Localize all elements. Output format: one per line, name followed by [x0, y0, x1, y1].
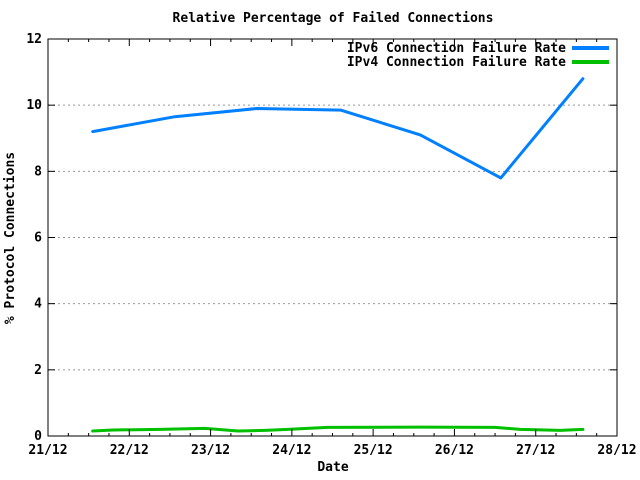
y-tick-label: 12: [26, 32, 42, 47]
x-tick-label: 25/12: [354, 443, 393, 458]
x-tick-label: 27/12: [516, 443, 555, 458]
chart-title: Relative Percentage of Failed Connection…: [173, 11, 494, 26]
x-tick-label: 26/12: [435, 443, 474, 458]
y-tick-label: 10: [26, 98, 42, 113]
y-tick-label: 4: [34, 297, 42, 312]
legend: IPv6 Connection Failure Rate IPv4 Connec…: [347, 41, 609, 70]
gridlines: [48, 104, 617, 371]
series-lines: [91, 77, 585, 433]
y-tick-label: 8: [34, 164, 42, 179]
y-tick-label: 6: [34, 231, 42, 246]
series-line-ipv4: [91, 425, 585, 433]
series-line-ipv6: [91, 77, 585, 180]
x-axis-label: Date: [317, 460, 348, 475]
x-tick-label: 21/12: [28, 443, 67, 458]
x-tick-label: 28/12: [597, 443, 636, 458]
y-tick-label: 0: [34, 429, 42, 444]
axis-ticks: [47, 38, 618, 437]
y-tick-label: 2: [34, 363, 42, 378]
x-tick-label: 22/12: [110, 443, 149, 458]
y-axis-label: % Protocol Connections: [3, 152, 18, 324]
x-tick-labels: 21/12 22/12 23/12 24/12 25/12 26/12 27/12 28/12: [28, 443, 636, 458]
y-tick-labels: 0 2 4 6 8 10 12: [26, 32, 42, 444]
legend-label-ipv4: IPv4 Connection Failure Rate: [347, 55, 566, 70]
legend-label-ipv6: IPv6 Connection Failure Rate: [347, 41, 566, 56]
x-tick-label: 23/12: [191, 443, 230, 458]
x-tick-label: 24/12: [272, 443, 311, 458]
